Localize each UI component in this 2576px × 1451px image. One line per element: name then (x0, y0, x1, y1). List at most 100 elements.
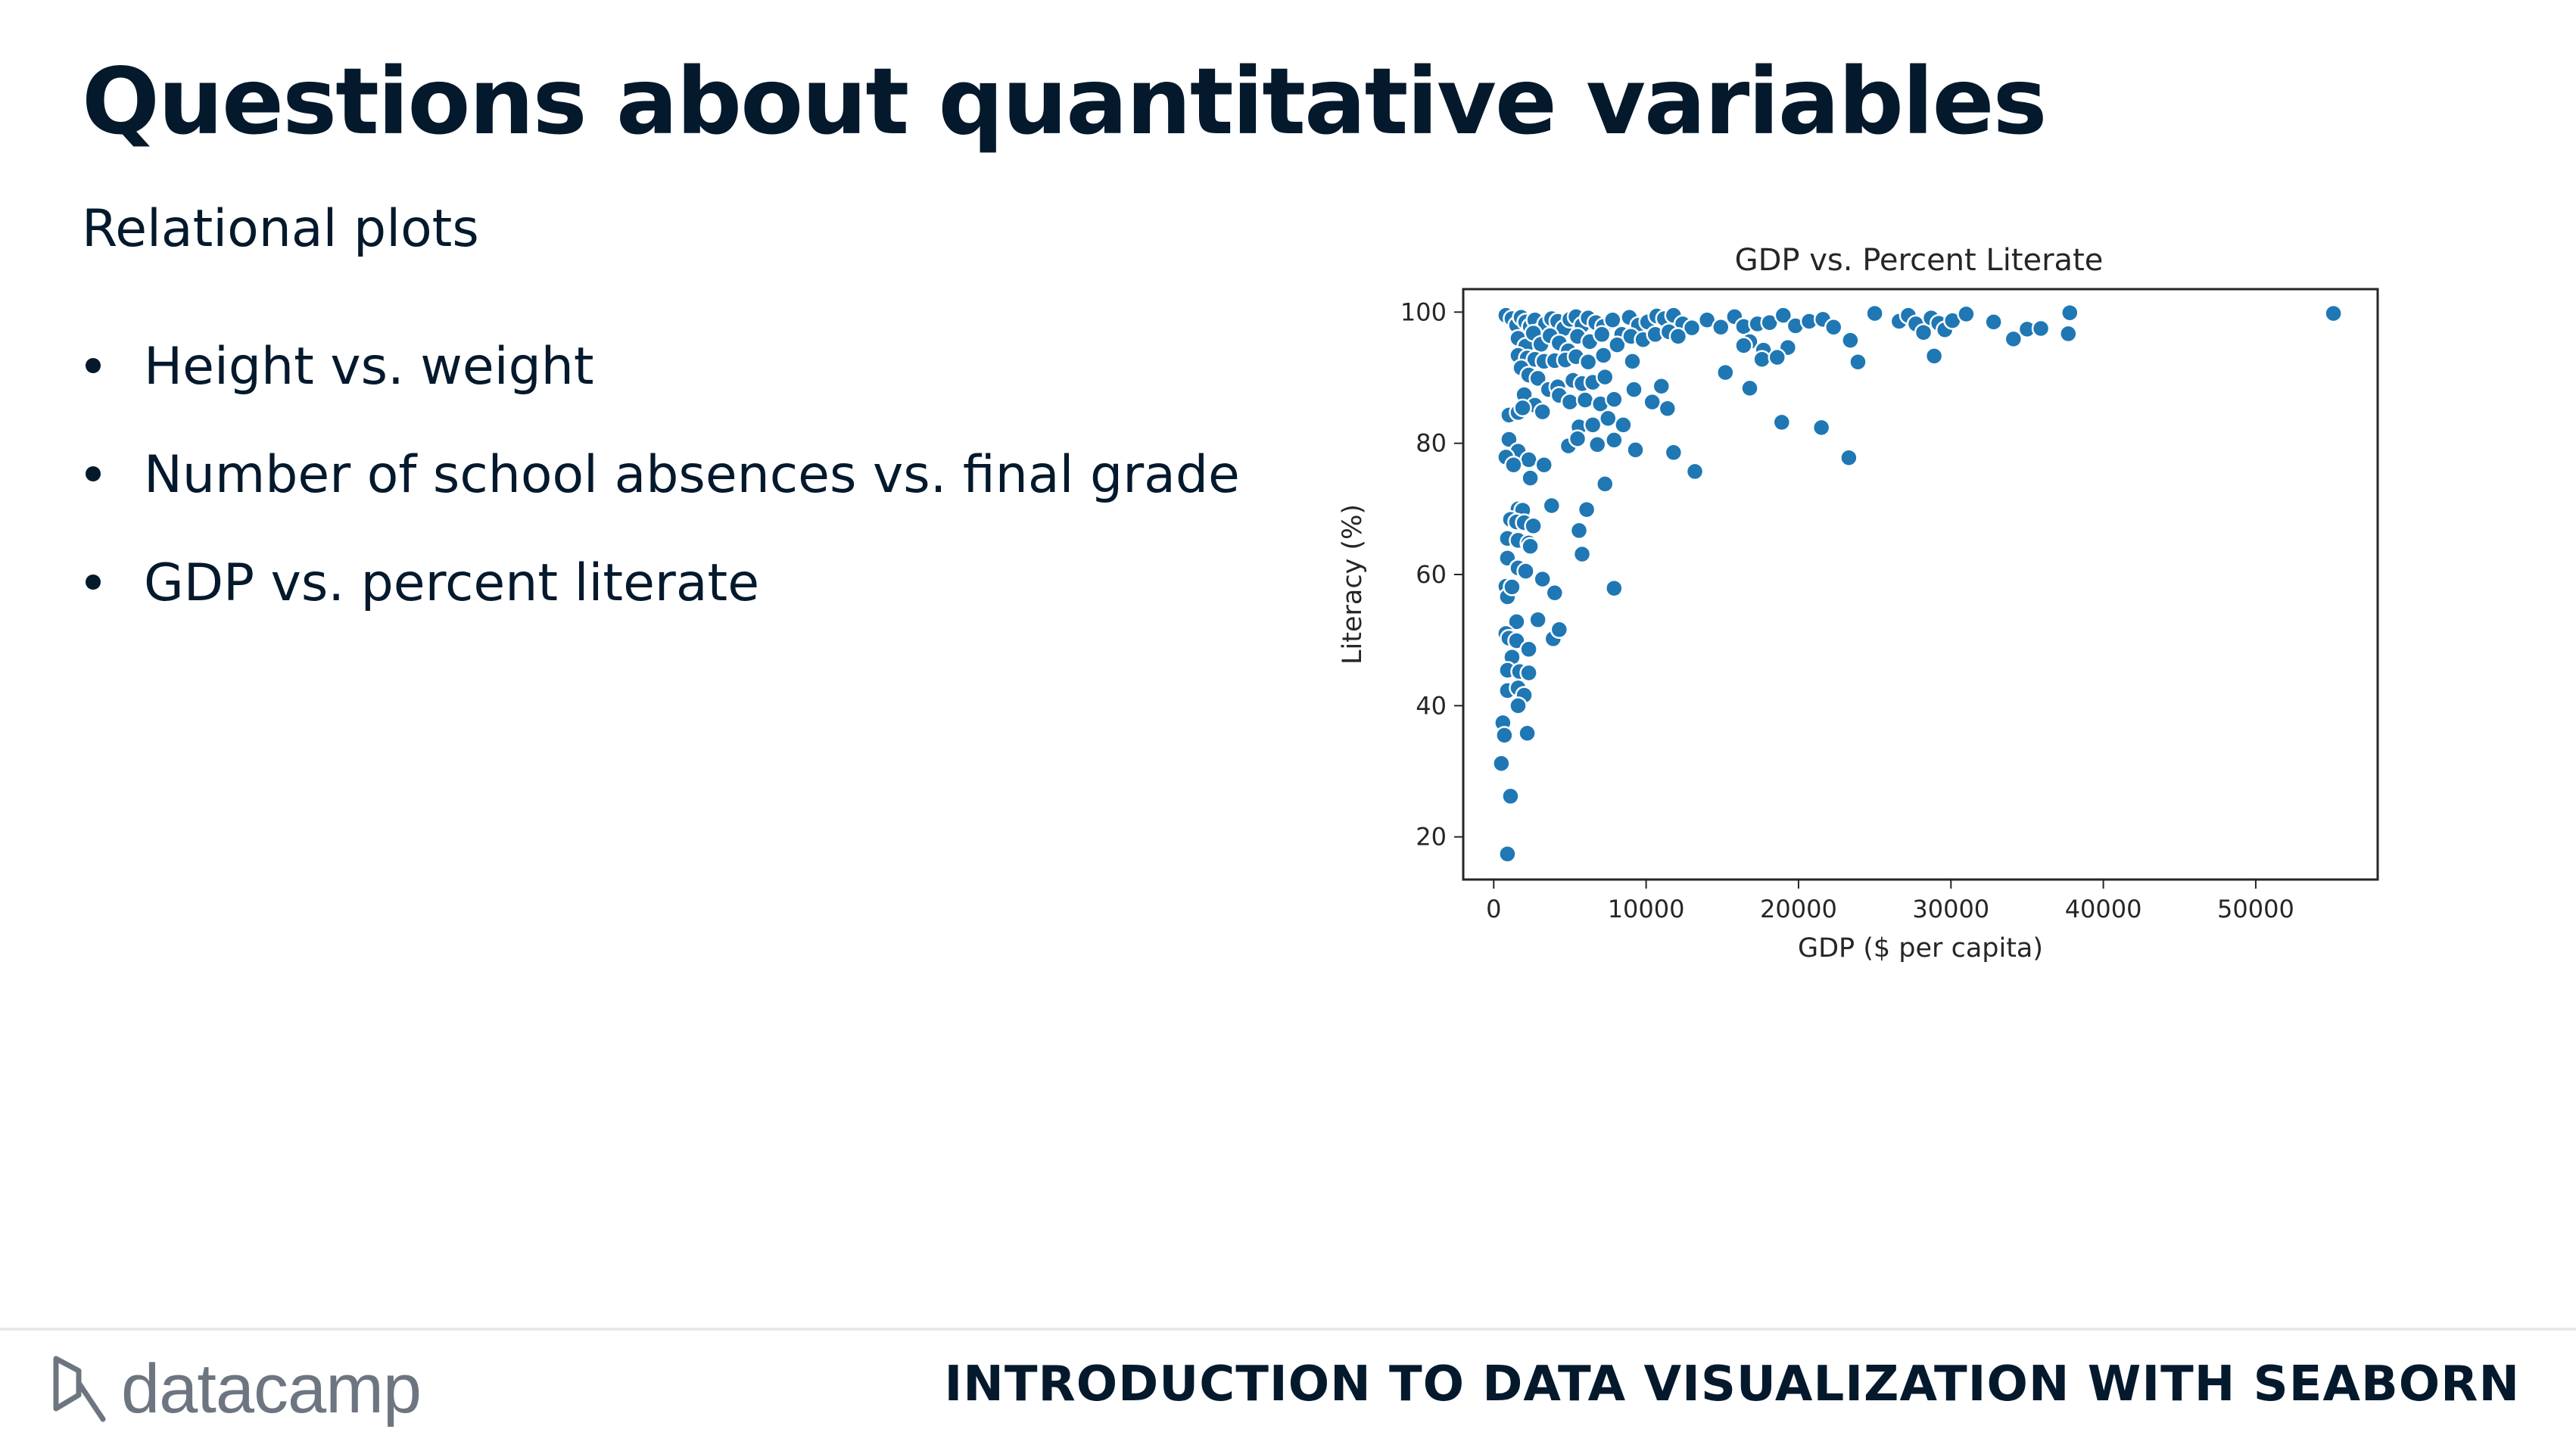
x-tick-label: 20000 (1760, 895, 1837, 923)
logo-wordmark: datacamp (121, 1350, 422, 1428)
bullet-dot-icon (86, 466, 101, 481)
scatter-point (1504, 456, 1523, 475)
datacamp-logo: datacamp (50, 1347, 422, 1431)
bullet-text: Number of school absences vs. final grad… (144, 445, 1240, 505)
scatter-point (1507, 612, 1526, 631)
scatter-point (1533, 569, 1552, 589)
scatter-point (1519, 640, 1538, 659)
scatter-point (1528, 610, 1547, 630)
y-axis: 20 40 60 80 100 (1400, 297, 1463, 852)
scatter-point (2059, 324, 2078, 344)
scatter-point (1545, 584, 1565, 603)
scatter-point (1811, 418, 1831, 437)
scatter-point (1503, 578, 1522, 596)
chart-title: GDP vs. Percent Literate (1735, 243, 2104, 278)
scatter-point (1984, 313, 2003, 332)
scatter-point (1682, 318, 1702, 338)
bullet-dot-icon (86, 574, 101, 590)
scatter-point (1668, 327, 1688, 346)
y-tick-label: 80 (1416, 429, 1447, 458)
scatter-point (1516, 562, 1535, 581)
scatter-point (1587, 435, 1607, 454)
scatter-point (1652, 377, 1671, 396)
scatter-point (2004, 329, 2023, 349)
scatter-point (1583, 416, 1603, 434)
scatter-point (1513, 398, 1532, 418)
scatter-point (1542, 496, 1562, 515)
scatter-point (1533, 402, 1552, 422)
scatter-point (1519, 663, 1538, 683)
scatter-point (1492, 754, 1511, 773)
scatter-point (1560, 392, 1580, 412)
scatter-point (1577, 500, 1596, 519)
scatter-point (1839, 448, 1858, 467)
scatter-point (1957, 304, 1976, 324)
x-tick-label: 0 (1486, 895, 1501, 923)
scatter-point (1685, 462, 1705, 481)
scatter-point (2060, 303, 2079, 322)
scatter-point (1592, 325, 1612, 344)
scatter-point (1599, 409, 1618, 428)
y-tick-label: 100 (1400, 297, 1447, 326)
scatter-point (1740, 378, 1759, 398)
slide-subtitle: Relational plots (82, 199, 479, 259)
scatter-point (1774, 306, 1793, 325)
scatter-point (1924, 347, 1944, 366)
x-axis-label: GDP ($ per capita) (1798, 933, 2043, 964)
scatter-point (1521, 469, 1540, 487)
scatter-point (1593, 346, 1613, 365)
scatter-point (1524, 516, 1543, 536)
scatter-point (1501, 786, 1520, 806)
scatter-point (1658, 399, 1677, 418)
scatter-point (1575, 391, 1595, 409)
scatter-point (1534, 456, 1553, 475)
scatter-point (1643, 392, 1662, 412)
scatter-chart: GDP vs. Percent Literate 0 10000 20000 3000… (1338, 243, 2379, 964)
scatter-point (1664, 443, 1684, 462)
scatter-point (1841, 331, 1860, 350)
scatter-point (2324, 304, 2343, 323)
scatter-point (1768, 347, 1786, 367)
scatter-point (1521, 537, 1540, 556)
scatter-point (1623, 352, 1642, 371)
y-tick-label: 60 (1416, 560, 1447, 589)
scatter-point (1626, 441, 1645, 459)
y-axis-label: Literacy (%) (1338, 504, 1368, 665)
scatter-point (1752, 350, 1771, 369)
scatter-point (2031, 319, 2051, 338)
scatter-point (1605, 578, 1624, 598)
footer-divider (0, 1328, 2576, 1331)
bullet-item: GDP vs. percent literate (82, 538, 1240, 646)
scatter-point (1608, 335, 1627, 354)
scatter-point (1734, 336, 1753, 355)
y-tick-label: 20 (1416, 823, 1447, 852)
x-tick-label: 50000 (2217, 895, 2294, 923)
x-axis: 0 10000 20000 30000 40000 50000 (1486, 880, 2294, 923)
scatter-point (1550, 620, 1569, 640)
scatter-point (1865, 304, 1884, 323)
bullet-dot-icon (86, 358, 101, 373)
scatter-point (1712, 318, 1730, 337)
scatter-point (1772, 413, 1792, 432)
scatter-point (1595, 475, 1615, 494)
scatter-point (1568, 429, 1587, 448)
scatter-point (1495, 726, 1514, 745)
scatter-point (1605, 390, 1624, 409)
scatter-point (1595, 367, 1615, 387)
scatter-point (1849, 352, 1867, 372)
bullet-item: Height vs. weight (82, 322, 1240, 430)
bullet-text: Height vs. weight (144, 337, 594, 397)
course-title: INTRODUCTION TO DATA VISUALIZATION WITH … (944, 1356, 2520, 1412)
scatter-point (1518, 724, 1537, 743)
scatter-point (1614, 416, 1633, 434)
scatter-point (1578, 352, 1598, 372)
x-tick-label: 30000 (1912, 895, 1989, 923)
scatter-points (1492, 303, 2343, 864)
scatter-point (1824, 318, 1843, 337)
y-tick-label: 40 (1416, 691, 1447, 720)
scatter-point (1605, 431, 1624, 450)
scatter-point (1624, 380, 1643, 399)
scatter-point (1498, 844, 1517, 864)
x-tick-label: 40000 (2065, 895, 2142, 923)
scatter-point (1519, 450, 1538, 469)
